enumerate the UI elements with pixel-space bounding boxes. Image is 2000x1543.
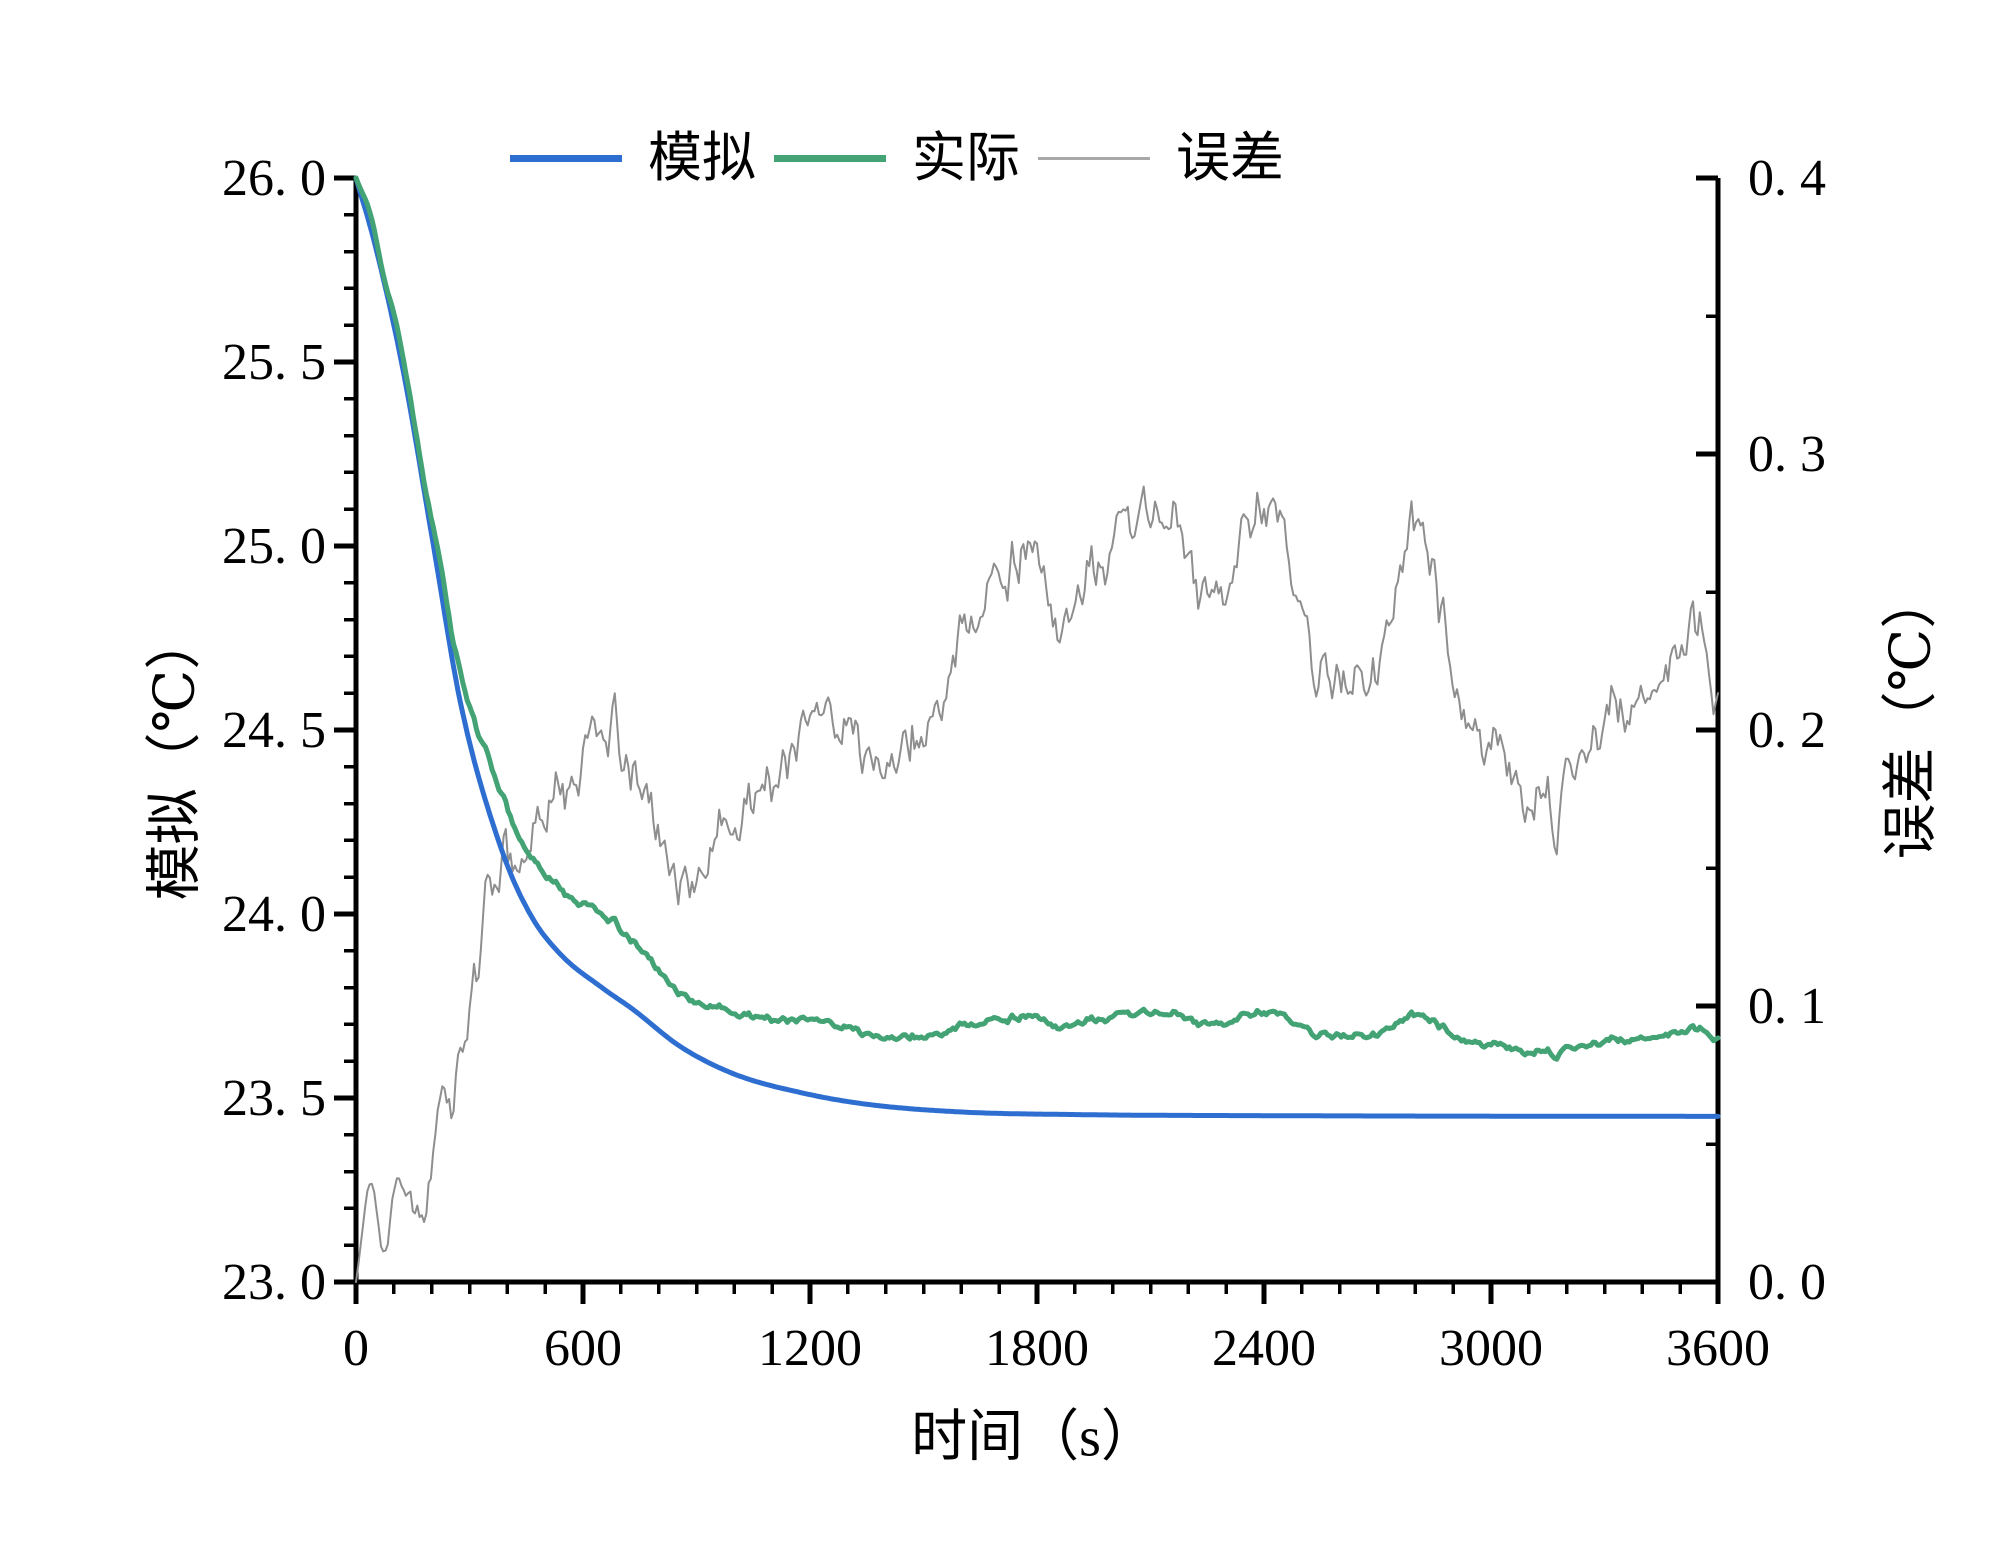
y-left-tick-label: 24. 0: [222, 886, 326, 943]
legend-line-error: [1038, 156, 1150, 160]
legend-label-simulated: 模拟: [648, 128, 756, 188]
y-left-tick-label: 23. 5: [222, 1070, 326, 1127]
x-tick-label: 1200: [758, 1320, 862, 1377]
legend-line-actual: [774, 154, 886, 162]
y-left-tick-label: 25. 5: [222, 334, 326, 391]
x-tick-label: 600: [544, 1320, 622, 1377]
legend-line-simulated: [510, 154, 622, 162]
x-tick-label: 2400: [1212, 1320, 1316, 1377]
x-tick-label: 1800: [985, 1320, 1089, 1377]
legend-label-actual: 实际: [912, 128, 1020, 188]
series-simulated: [353, 175, 1721, 1119]
series-actual: [353, 175, 1721, 1062]
y-right-tick-label: 0. 2: [1748, 702, 1826, 759]
x-tick-label: 0: [343, 1320, 369, 1377]
y-right-tick-label: 0. 0: [1748, 1254, 1826, 1311]
y-right-tick-label: 0. 3: [1748, 426, 1826, 483]
y-left-tick-label: 26. 0: [222, 150, 326, 207]
ticks: [334, 175, 1721, 1304]
x-tick-label: 3000: [1439, 1320, 1543, 1377]
y-right-tick-label: 0. 1: [1748, 978, 1826, 1035]
legend-item-error: 误差: [1038, 126, 1302, 190]
y-right-tick-label: 0. 4: [1748, 150, 1826, 207]
legend: 模拟 实际 误差: [510, 126, 1302, 190]
x-axis-label: 时间（s）: [911, 1406, 1157, 1469]
series: [353, 175, 1721, 1283]
y-axis-right-label: 误差（℃）: [1880, 572, 1943, 860]
y-left-tick-label: 23. 0: [222, 1254, 326, 1311]
x-tick-label: 3600: [1666, 1320, 1770, 1377]
tick-labels: 23. 0 23. 5 24. 0 24. 5 25. 0 25. 5 26. 0 0. 0 0…: [222, 150, 1826, 1377]
legend-item-simulated: 模拟: [510, 126, 774, 190]
legend-label-error: 误差: [1176, 128, 1284, 188]
y-axis-left-label: 模拟（℃）: [144, 613, 207, 901]
y-left-tick-label: 25. 0: [222, 518, 326, 575]
y-left-tick-label: 24. 5: [222, 702, 326, 759]
series-error: [355, 485, 1719, 1283]
legend-item-actual: 实际: [774, 126, 1038, 190]
